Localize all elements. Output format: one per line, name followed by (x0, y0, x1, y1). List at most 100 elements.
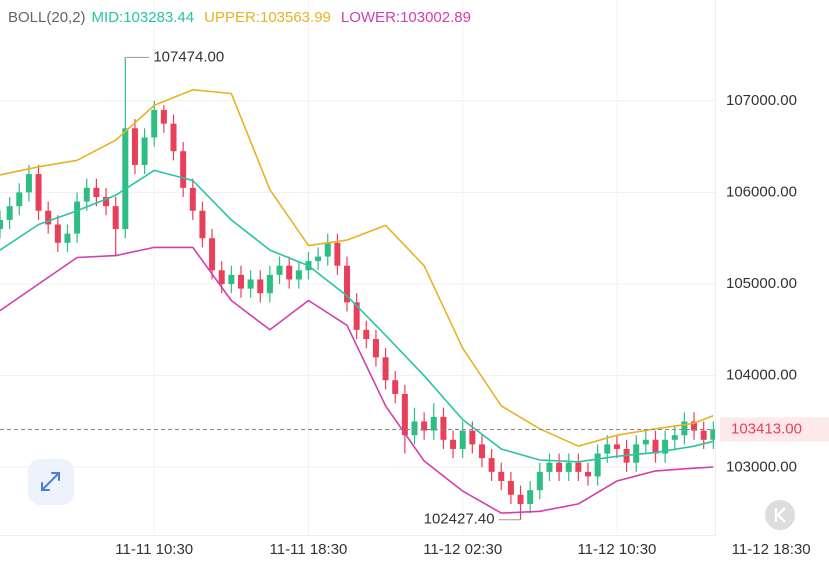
candle-body (430, 416, 437, 431)
expand-button[interactable] (28, 459, 74, 505)
candle-body (209, 238, 216, 271)
max-label: 107474.00 (153, 48, 224, 65)
candle-body (556, 462, 563, 472)
x-tick-label: 11-11 10:30 (115, 541, 193, 558)
candle-body (122, 128, 129, 230)
x-tick-label: 11-12 10:30 (577, 541, 656, 558)
x-tick-label: 11-12 02:30 (423, 541, 502, 558)
candle-body (392, 380, 399, 394)
candle-body (189, 187, 196, 211)
candle-body (613, 444, 620, 449)
band-line (0, 246, 714, 514)
candle-body (103, 196, 110, 207)
candle-body (199, 210, 206, 239)
candle-body (700, 430, 707, 440)
candle-body (411, 421, 418, 436)
candle-body (507, 481, 514, 495)
y-tick-label: 103000.00 (726, 458, 797, 475)
candle-body (54, 224, 61, 243)
legend-item: UPPER:103563.99 (204, 9, 331, 26)
band-line (0, 169, 714, 463)
candle-body (710, 429, 715, 440)
candle-body (35, 174, 42, 211)
last-price-box (720, 417, 829, 442)
plot-area (0, 0, 715, 536)
candle-body (141, 137, 148, 165)
candle-body (334, 242, 341, 266)
candle-body (257, 279, 264, 294)
indicator-label: BOLL(20,2) (8, 9, 86, 26)
legend-item: LOWER:103002.89 (341, 9, 471, 26)
candle-body (276, 265, 283, 275)
y-tick-label: 107000.00 (726, 92, 797, 109)
candle-body (0, 219, 3, 230)
candle-body (401, 393, 408, 436)
x-tick-label: 11-11 18:30 (270, 541, 348, 558)
candle-body (372, 339, 379, 358)
candle-body (16, 192, 23, 207)
candle-body (498, 471, 505, 482)
candle-body (237, 274, 244, 289)
candle-body (64, 233, 71, 243)
candle-body (633, 444, 640, 463)
candle-body (315, 256, 322, 262)
candle-body (662, 439, 669, 454)
candle-body (74, 201, 81, 234)
rewind-button[interactable] (765, 500, 795, 530)
legend: BOLL(20,2) (8, 9, 86, 26)
candle-body (575, 462, 582, 472)
candle-body (527, 490, 534, 504)
y-tick-label: 104000.00 (726, 367, 797, 384)
candle-body (112, 206, 119, 230)
candle-body (594, 453, 601, 477)
candle-body (93, 187, 100, 197)
candle-body (25, 174, 32, 193)
candle-body (450, 439, 457, 449)
candle-body (440, 416, 447, 440)
y-tick-label: 106000.00 (726, 183, 797, 200)
candle-body (295, 270, 302, 280)
candle-body (160, 109, 167, 124)
candle-body (247, 279, 254, 289)
candle-body (382, 357, 389, 381)
candle-body (151, 109, 158, 138)
candle-body (228, 274, 235, 285)
expand-icon[interactable] (41, 472, 60, 491)
candle-body (652, 439, 659, 454)
y-tick-label: 105000.00 (726, 275, 797, 292)
candle-body (421, 421, 428, 431)
candle-body (517, 494, 524, 504)
candle-body (585, 471, 592, 477)
candle-body (180, 151, 187, 188)
candle-body (691, 421, 698, 431)
candle-body (218, 270, 225, 285)
legend-item: MID:103283.44 (92, 9, 195, 26)
candle-body (6, 206, 13, 220)
candle-body (459, 430, 466, 449)
candle-body (642, 439, 649, 445)
candle-body (469, 430, 476, 445)
candle-body (565, 462, 572, 472)
candle-body (353, 302, 360, 330)
candle-body (286, 265, 293, 280)
candle-body (83, 187, 90, 202)
candle-body (131, 128, 138, 165)
candle-body (344, 265, 351, 303)
band-line (0, 89, 714, 447)
last-price-label: 103413.00 (731, 420, 802, 437)
candle-body (681, 421, 688, 436)
candle-body (170, 123, 177, 152)
candle-body (45, 210, 52, 225)
candle-body (671, 435, 678, 440)
candle-body (604, 444, 611, 454)
x-tick-label: 11-12 18:30 (732, 541, 811, 558)
candle-body (478, 444, 485, 459)
rewind-icon[interactable] (774, 507, 786, 523)
candle-body (363, 329, 370, 340)
candle-body (536, 471, 543, 491)
min-label: 102427.40 (424, 511, 495, 528)
candle-body (324, 242, 331, 257)
rewind-bg[interactable] (765, 500, 795, 530)
